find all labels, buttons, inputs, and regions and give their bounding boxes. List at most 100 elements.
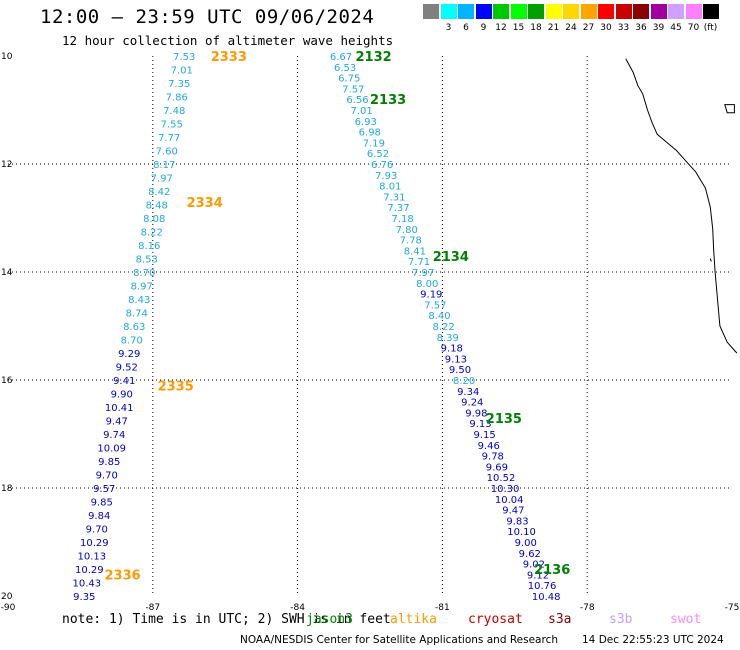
swh-value-track-2132: 7.57 [342, 84, 364, 95]
map-title: 12:00 – 23:59 UTC 09/06/2024 [40, 6, 375, 28]
lon-tick-label: -84 [290, 603, 305, 613]
swh-value-track-2132: 9.00 [515, 538, 537, 549]
swh-value-track-2333: 9.52 [116, 363, 138, 374]
swh-value-track-2333: 9.47 [106, 417, 128, 428]
swh-value-track-2132: 7.37 [387, 203, 409, 214]
legend-label: 30 [600, 23, 612, 33]
swh-value-track-2132: 6.67 [330, 52, 352, 63]
swh-value-track-2132: 7.71 [408, 257, 430, 268]
pass-label: 2136 [534, 563, 570, 578]
lon-tick-label: -75 [725, 603, 740, 613]
swh-value-track-2333: 8.74 [126, 309, 148, 320]
coastline-path [625, 58, 738, 354]
swh-value-track-2132: 8.20 [453, 376, 475, 387]
pass-label: 2134 [433, 250, 469, 265]
legend-label: 33 [617, 23, 630, 33]
pass-label: 2135 [486, 412, 522, 427]
legend-unit: (ft) [703, 23, 718, 33]
swh-value-track-2333: 8.63 [123, 322, 145, 333]
legend-swatch [563, 4, 579, 19]
swh-value-track-2132: 6.76 [371, 160, 393, 171]
legend-label: 3 [445, 23, 452, 33]
swh-value-track-2333: 7.97 [151, 174, 173, 185]
legend-swatch [475, 4, 492, 19]
legend-cryosat: cryosat [468, 612, 523, 627]
swh-value-track-2333: 10.29 [75, 565, 104, 576]
swh-value-track-2132: 9.50 [449, 365, 471, 376]
swh-value-track-2132: 10.52 [487, 473, 516, 484]
legend-swatch [633, 4, 649, 19]
swh-value-track-2132: 9.19 [420, 290, 442, 301]
legend-swatch [650, 4, 667, 19]
swh-value-track-2132: 9.83 [506, 516, 528, 527]
swh-value-track-2132: 10.10 [507, 527, 536, 538]
legend-label: 9 [480, 23, 487, 33]
wave-height-tracks: 7.53 7.01 7.35 7.86 7.48 7.55 7.77 7.60 8.17 7.97… [72, 52, 560, 603]
swh-value-track-2333: 7.60 [156, 147, 178, 158]
swh-value-track-2132: 9.13 [445, 354, 467, 365]
swh-value-track-2333: 7.35 [168, 79, 190, 90]
swh-value-track-2333: 8.70 [133, 268, 155, 279]
swh-value-track-2333: 8.97 [131, 282, 153, 293]
swh-value-track-2132: 8.01 [379, 182, 401, 193]
swh-value-track-2132: 10.30 [491, 484, 520, 495]
footer-timestamp: 14 Dec 22:55:23 UTC 2024 [582, 634, 724, 646]
swh-value-track-2132: 6.75 [338, 74, 360, 85]
swh-value-track-2132: 9.12 [527, 570, 549, 581]
swh-value-track-2333: 7.01 [171, 66, 193, 77]
legend-swatch [528, 4, 544, 19]
swh-value-track-2333: 9.70 [96, 471, 118, 482]
swh-value-track-2333: 9.85 [98, 457, 120, 468]
legend-label: 24 [565, 23, 577, 33]
legend-swatch [440, 4, 457, 19]
swh-value-track-2333: 10.13 [77, 552, 106, 563]
swh-value-track-2132: 9.78 [482, 452, 504, 463]
swh-value-track-2132: 9.24 [461, 398, 483, 409]
swh-value-track-2132: 6.53 [334, 63, 356, 74]
swh-value-track-2132: 9.02 [523, 560, 545, 571]
swh-value-track-2333: 9.85 [91, 498, 113, 509]
footer-credit: NOAA/NESDIS Center for Satellite Applica… [240, 634, 558, 646]
legend-label: 45 [670, 23, 682, 33]
swh-value-track-2333: 10.41 [105, 403, 134, 414]
swh-value-track-2132: 10.76 [528, 581, 557, 592]
legend-s3b: s3b [609, 612, 633, 627]
swh-value-track-2132: 6.52 [367, 149, 389, 160]
legend-swatch [458, 4, 474, 19]
swh-value-track-2333: 7.55 [161, 120, 183, 131]
lat-tick-label: 10 [1, 52, 13, 62]
swh-value-track-2333: 9.35 [73, 592, 95, 603]
swh-value-track-2333: 8.53 [136, 255, 158, 266]
lon-tick-label: -81 [435, 603, 450, 613]
swh-value-track-2333: 8.43 [128, 295, 150, 306]
swh-value-track-2333: 9.74 [103, 430, 125, 441]
pass-label: 2334 [187, 196, 223, 211]
swh-value-track-2132: 7.18 [391, 214, 413, 225]
swh-value-track-2132: 9.46 [478, 441, 500, 452]
swh-value-track-2132: 7.01 [350, 106, 372, 117]
legend-label: 27 [582, 23, 595, 33]
legend-swatch [685, 4, 702, 19]
swh-value-track-2333: 9.57 [93, 484, 115, 495]
swh-value-track-2132: 7.57 [424, 300, 446, 311]
pass-label: 2336 [105, 568, 141, 583]
lat-tick-label: 12 [1, 160, 12, 170]
axis-tick-labels: -90 -87 -84 -81 -78 -75 10 12 14 16 18 20 [1, 52, 740, 613]
swh-value-track-2132: 8.22 [432, 322, 454, 333]
swh-value-track-2333: 9.70 [86, 525, 108, 536]
lon-tick-label: -90 [1, 603, 16, 613]
legend-swatch [493, 4, 509, 19]
island-outline [724, 104, 735, 114]
swh-value-track-2132: 9.15 [473, 430, 495, 441]
swh-value-track-2132: 7.80 [396, 225, 418, 236]
swh-value-track-2132: 9.47 [502, 506, 524, 517]
swh-value-track-2333: 8.16 [138, 241, 160, 252]
lon-tick-label: -87 [145, 603, 160, 613]
swh-value-track-2333: 9.84 [88, 511, 110, 522]
swh-value-track-2132: 6.93 [355, 117, 377, 128]
swh-value-track-2333: 7.48 [163, 106, 185, 117]
footer-note: note: 1) Time is in UTC; 2) SWH is in fe… [62, 612, 391, 627]
swh-value-track-2333: 10.43 [72, 579, 101, 590]
swh-value-track-2333: 9.41 [113, 376, 135, 387]
